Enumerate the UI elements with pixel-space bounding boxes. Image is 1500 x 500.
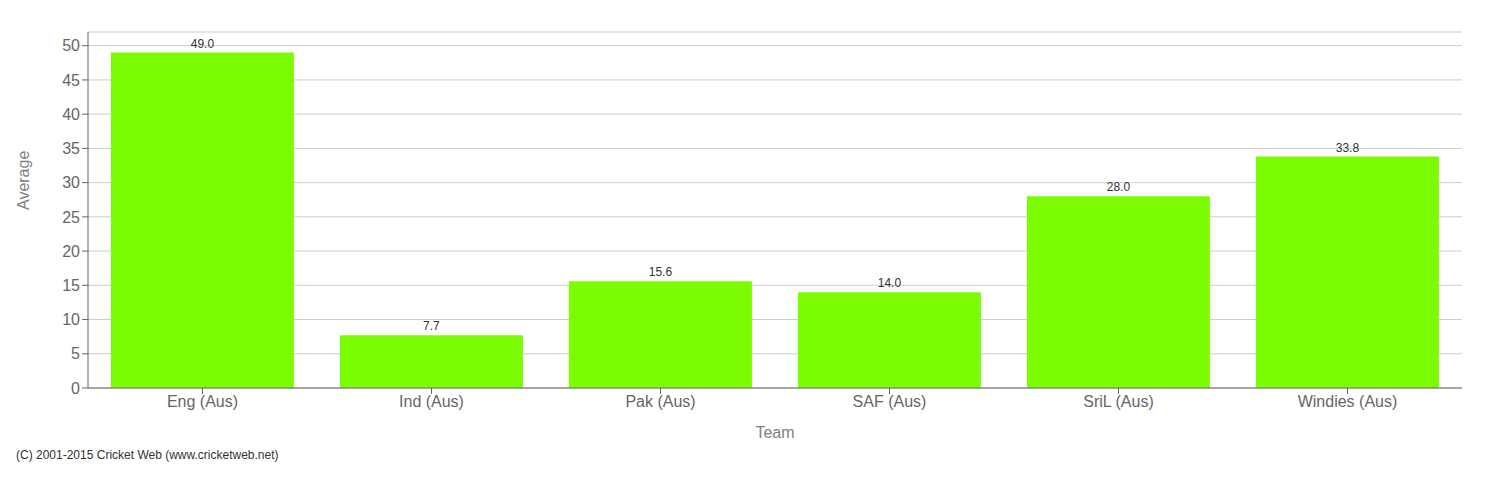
svg-text:33.8: 33.8 — [1336, 141, 1360, 155]
svg-text:20: 20 — [62, 243, 80, 260]
svg-text:Team: Team — [755, 424, 794, 441]
svg-text:Ind (Aus): Ind (Aus) — [399, 393, 464, 410]
svg-text:40: 40 — [62, 106, 80, 123]
svg-text:0: 0 — [71, 380, 80, 397]
svg-text:5: 5 — [71, 345, 80, 362]
svg-text:49.0: 49.0 — [191, 37, 215, 51]
html-text:(C) 2001-2015 Cricket Web (www: (C) 2001-2015 Cricket Web (www.cricketwe… — [16, 448, 279, 462]
svg-text:Windies (Aus): Windies (Aus) — [1298, 393, 1398, 410]
svg-text:Pak (Aus): Pak (Aus) — [625, 393, 695, 410]
svg-text:15: 15 — [62, 277, 80, 294]
svg-text:30: 30 — [62, 174, 80, 191]
svg-text:25: 25 — [62, 209, 80, 226]
svg-text:SAF (Aus): SAF (Aus) — [853, 393, 927, 410]
svg-text:50: 50 — [62, 37, 80, 54]
svg-text:10: 10 — [62, 311, 80, 328]
svg-text:SriL (Aus): SriL (Aus) — [1083, 393, 1154, 410]
svg-text:45: 45 — [62, 72, 80, 89]
svg-text:7.7: 7.7 — [423, 319, 440, 333]
svg-text:Average: Average — [15, 151, 32, 210]
svg-text:15.6: 15.6 — [649, 265, 673, 279]
svg-text:14.0: 14.0 — [878, 276, 902, 290]
svg-text:Eng (Aus): Eng (Aus) — [167, 393, 238, 410]
svg-text:35: 35 — [62, 140, 80, 157]
svg-text:28.0: 28.0 — [1107, 180, 1131, 194]
